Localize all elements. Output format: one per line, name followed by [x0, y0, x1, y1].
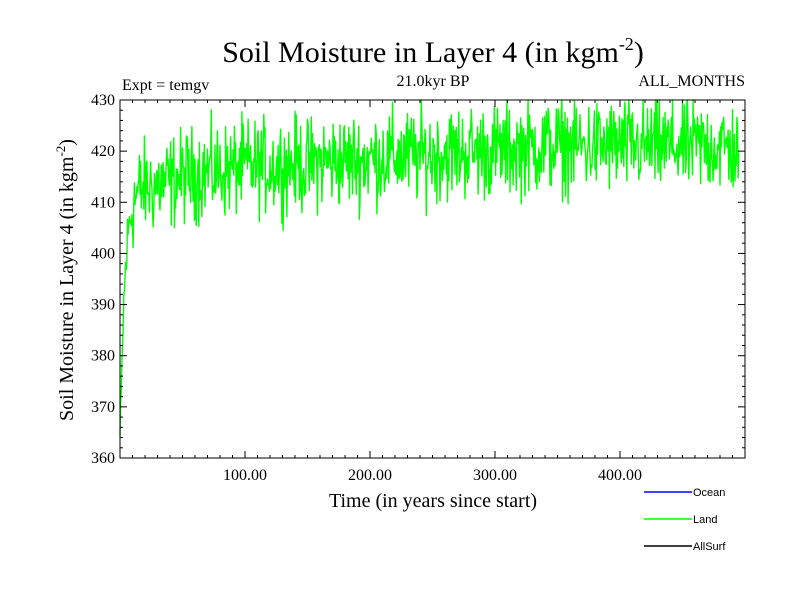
x-ticks: 100.00 200.00 300.00 400.00 [132, 100, 733, 484]
legend: Ocean Land AllSurf [644, 487, 726, 553]
y-tick-label: 380 [91, 348, 115, 365]
legend-label-ocean: Ocean [693, 487, 725, 499]
legend-label-land: Land [693, 514, 717, 526]
y-tick-label: 420 [91, 143, 115, 160]
y-tick-label: 410 [91, 194, 115, 211]
legend-label-allsurf: AllSurf [693, 541, 726, 553]
x-tick-label: 300.00 [473, 467, 517, 484]
y-tick-label: 390 [91, 297, 115, 314]
y-tick-label: 370 [91, 399, 115, 416]
y-tick-label: 400 [91, 245, 115, 262]
period-label: 21.0kyr BP [397, 73, 470, 90]
y-axis-label: Soil Moisture in Layer 4 (in kgm-2) [53, 139, 78, 421]
y-tick-label: 360 [91, 450, 115, 467]
x-tick-label: 200.00 [348, 467, 392, 484]
chart-title: Soil Moisture in Layer 4 (in kgm-2) [222, 34, 644, 69]
x-tick-label: 100.00 [223, 467, 267, 484]
x-axis-label: Time (in years since start) [329, 490, 537, 512]
y-ticks: 360 370 380 390 400 410 420 430 [91, 92, 745, 467]
months-label: ALL_MONTHS [638, 73, 745, 90]
series-layer [119, 99, 740, 437]
y-tick-label: 430 [91, 92, 115, 109]
expt-label: Expt = temgv [122, 77, 209, 94]
x-tick-label: 400.00 [598, 467, 642, 484]
series-line-land [119, 99, 740, 437]
